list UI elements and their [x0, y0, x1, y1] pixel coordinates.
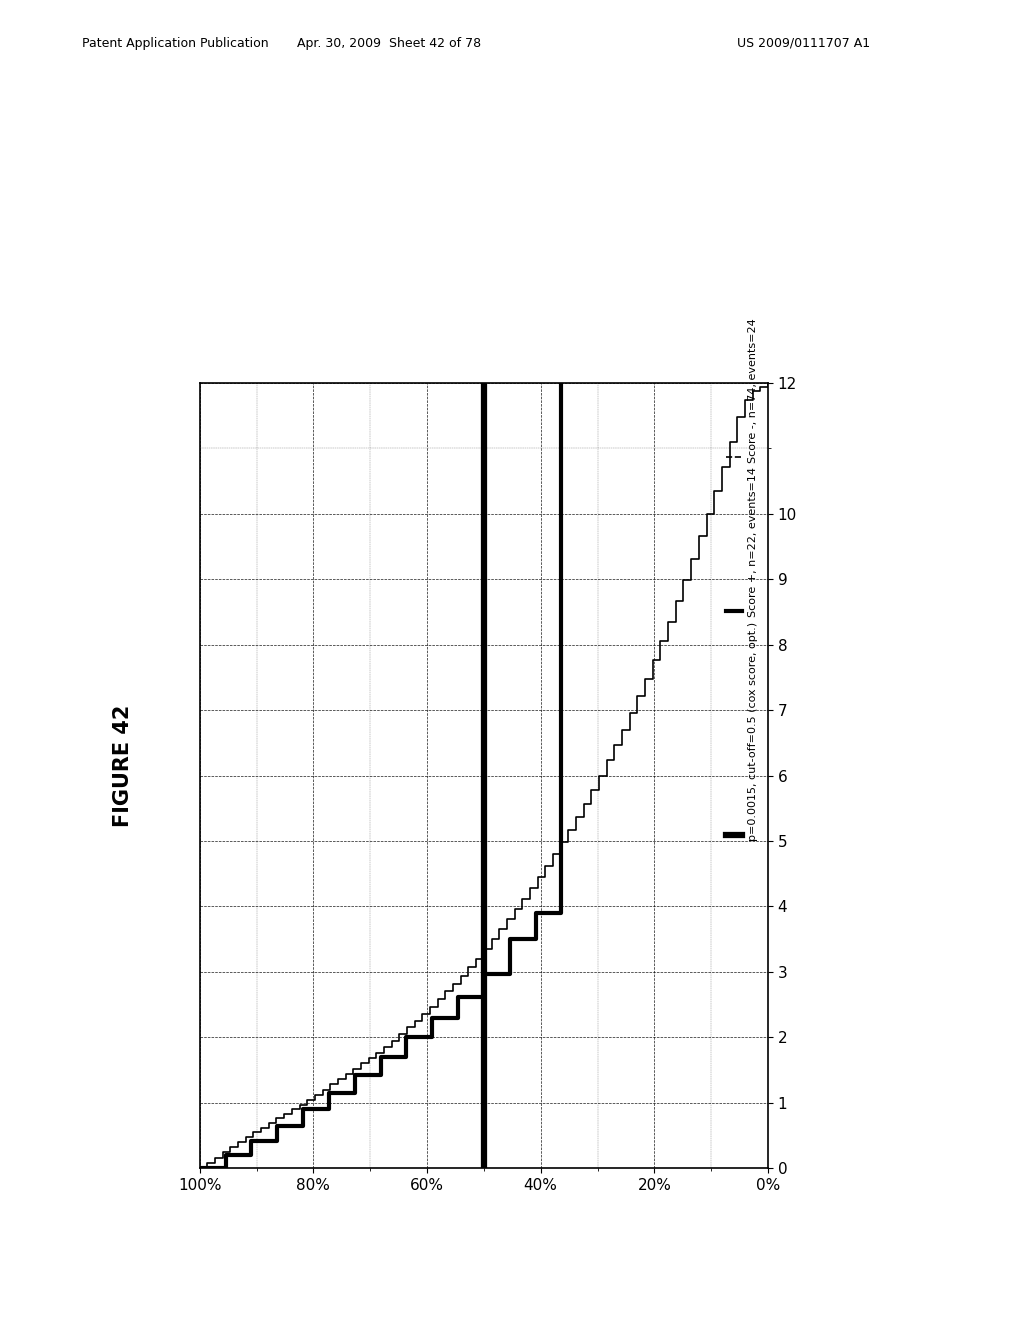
Text: US 2009/0111707 A1: US 2009/0111707 A1 [737, 37, 870, 50]
Text: FIGURE 42: FIGURE 42 [113, 705, 133, 826]
Legend: Score -, n=74, events=24, Score +, n=22, events=14, p=0.0015, cut-off=0.5 (cox s: Score -, n=74, events=24, Score +, n=22,… [721, 313, 763, 845]
Text: Patent Application Publication: Patent Application Publication [82, 37, 268, 50]
Text: Apr. 30, 2009  Sheet 42 of 78: Apr. 30, 2009 Sheet 42 of 78 [297, 37, 481, 50]
